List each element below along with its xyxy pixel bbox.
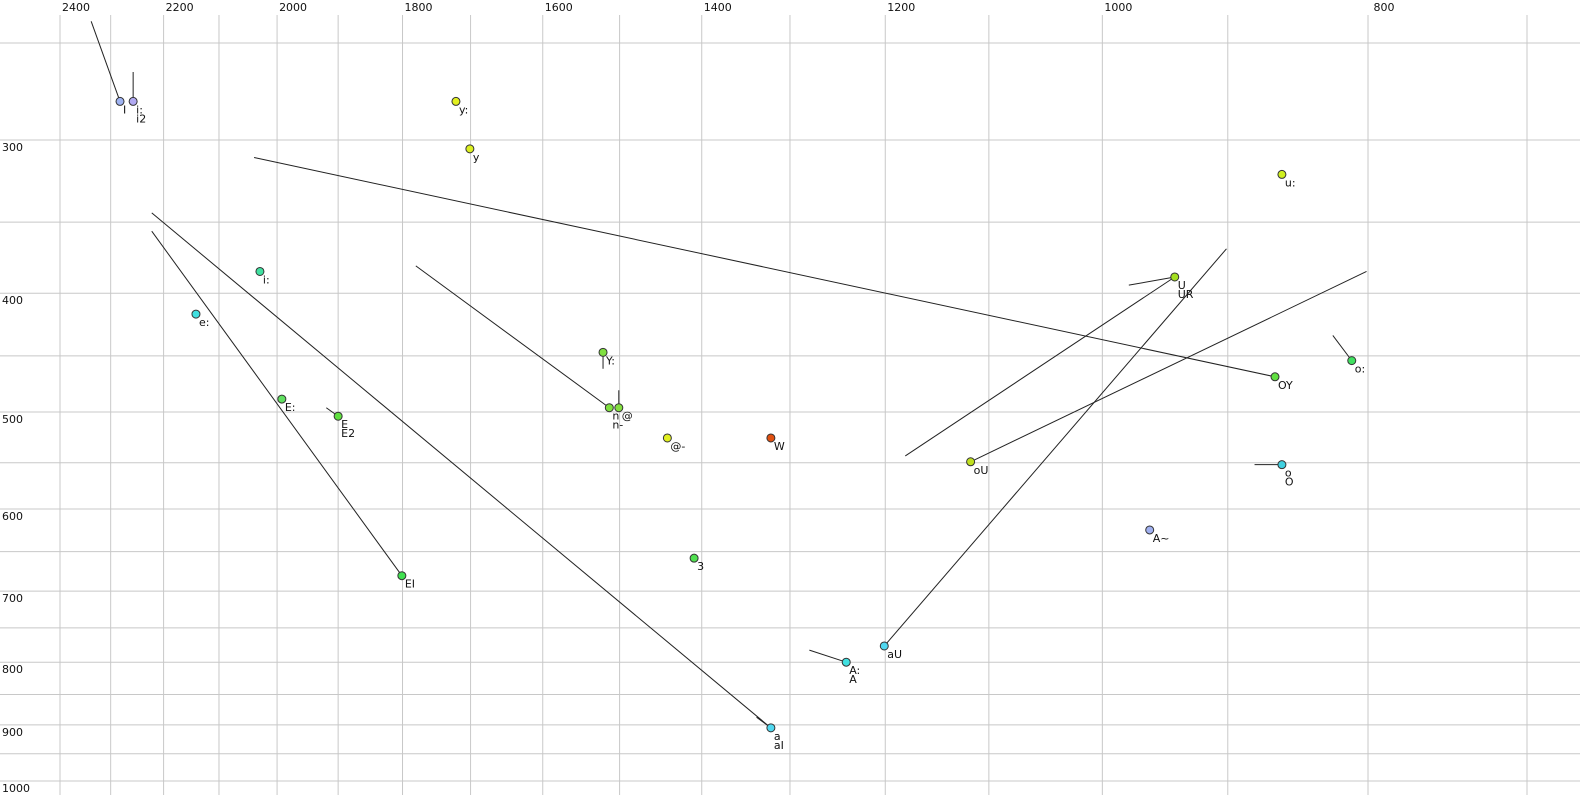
vowel-label: Y: — [605, 354, 615, 367]
glide-line — [905, 276, 1176, 457]
vowel-point — [598, 347, 608, 357]
vowel-label: E — [341, 418, 348, 431]
vowel-point — [397, 571, 407, 581]
vowel-point — [451, 96, 461, 106]
vowel-point — [966, 457, 976, 467]
vowel-label: u: — [1285, 176, 1296, 189]
vowel-label: n- — [612, 419, 623, 432]
vowel-label: I — [123, 103, 126, 116]
vowel-label: aI — [774, 739, 784, 752]
y-tick-label: 800 — [2, 663, 23, 676]
vowel-label: e: — [199, 316, 209, 329]
glide-line — [90, 21, 121, 102]
vowel-point — [191, 309, 201, 319]
vowel-label: y: — [459, 103, 468, 116]
vowel-label: UR — [1178, 288, 1194, 301]
vowel-label: EI — [405, 578, 415, 591]
x-tick-label: 2200 — [166, 1, 194, 14]
glide-line — [883, 248, 1227, 647]
vowel-label: E: — [285, 401, 296, 414]
vowel-point — [1347, 356, 1357, 366]
vowel-label: i2 — [136, 112, 146, 125]
vowel-label: A — [849, 673, 857, 686]
vowel-label: o: — [1355, 363, 1365, 376]
x-tick-label: 1400 — [704, 1, 732, 14]
vowel-label: i: — [263, 273, 270, 286]
glide-line — [809, 649, 847, 663]
vowel-label: aU — [887, 648, 902, 661]
glide-line — [970, 271, 1367, 463]
vowel-point — [662, 433, 672, 443]
vowel-label: @- — [670, 440, 685, 453]
vowel-label: oU — [974, 464, 989, 477]
vowel-point — [128, 96, 138, 106]
vowel-point — [277, 394, 287, 404]
vowel-label: E2 — [341, 427, 355, 440]
vowel-label: i: — [136, 103, 143, 116]
vowel-point — [766, 723, 776, 733]
vowel-label: n — [612, 410, 619, 423]
vowel-point — [333, 411, 343, 421]
vowel-point — [465, 144, 475, 154]
y-tick-label: 600 — [2, 510, 23, 523]
x-tick-label: 1800 — [405, 1, 433, 14]
y-tick-label: 300 — [2, 141, 23, 154]
vowel-point — [115, 96, 125, 106]
vowel-point — [1145, 525, 1155, 535]
x-tick-label: 2000 — [279, 1, 307, 14]
vowel-point — [614, 403, 624, 413]
vowel-label: OY — [1278, 379, 1293, 392]
vowel-point — [1277, 460, 1287, 470]
vowel-point — [689, 553, 699, 563]
y-tick-label: 400 — [2, 294, 23, 307]
glide-line — [151, 212, 772, 729]
x-tick-label: 2400 — [62, 1, 90, 14]
vowel-label: y — [473, 151, 480, 164]
x-tick-label: 1200 — [887, 1, 915, 14]
vowel-label: A: — [849, 664, 860, 677]
vowel-point — [255, 266, 265, 276]
vowel-point — [841, 657, 851, 667]
vowel-point — [1277, 169, 1287, 179]
y-tick-label: 500 — [2, 413, 23, 426]
x-tick-label: 1600 — [545, 1, 573, 14]
glide-line — [151, 230, 403, 576]
vowel-label: W — [774, 440, 785, 453]
vowel-point — [879, 641, 889, 651]
vowel-point — [1170, 272, 1180, 282]
y-tick-label: 900 — [2, 726, 23, 739]
glide-line — [1128, 276, 1175, 286]
vowel-point — [766, 433, 776, 443]
vowel-label: a — [774, 730, 781, 743]
vowel-label: U — [1178, 279, 1186, 292]
vowel-label: O — [1285, 476, 1294, 489]
glide-line — [1332, 335, 1353, 361]
vowel-label: o — [1285, 467, 1292, 480]
y-tick-label: 700 — [2, 592, 23, 605]
x-tick-label: 800 — [1374, 1, 1395, 14]
vowel-point — [1270, 372, 1280, 382]
x-tick-label: 1000 — [1104, 1, 1132, 14]
vowel-point — [604, 403, 614, 413]
vowel-label: @ — [622, 410, 633, 423]
y-tick-label: 1000 — [2, 782, 30, 795]
glide-line — [415, 265, 610, 409]
glide-line — [253, 157, 1276, 378]
vowel-label: A~ — [1153, 532, 1170, 545]
vowel-label: 3 — [697, 560, 704, 573]
